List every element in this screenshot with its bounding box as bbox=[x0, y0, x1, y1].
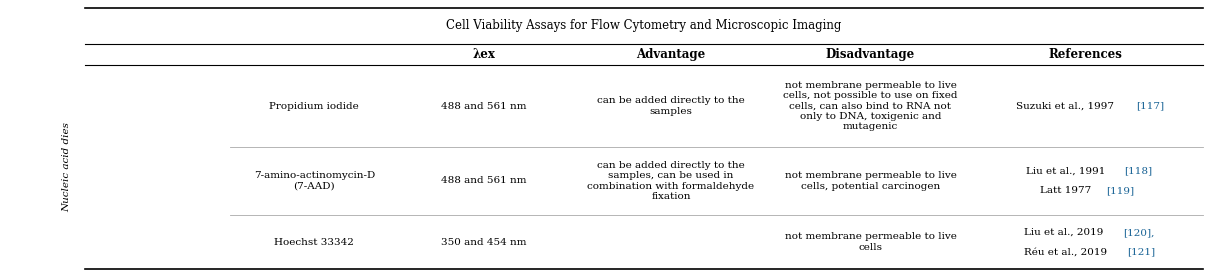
Text: not membrane permeable to live
cells, not possible to use on fixed
cells, can al: not membrane permeable to live cells, no… bbox=[783, 81, 958, 131]
Text: Liu et al., 2019: Liu et al., 2019 bbox=[1024, 228, 1106, 237]
Text: not membrane permeable to live
cells: not membrane permeable to live cells bbox=[785, 232, 956, 252]
Text: Liu et al., 1991: Liu et al., 1991 bbox=[1025, 166, 1109, 176]
Text: Latt 1977: Latt 1977 bbox=[1040, 186, 1094, 195]
Text: [119]: [119] bbox=[1106, 186, 1134, 195]
Text: Disadvantage: Disadvantage bbox=[826, 48, 915, 61]
Text: 488 and 561 nm: 488 and 561 nm bbox=[441, 101, 526, 111]
Text: λex: λex bbox=[473, 48, 494, 61]
Text: Suzuki et al., 1997: Suzuki et al., 1997 bbox=[1017, 101, 1117, 111]
Text: 488 and 561 nm: 488 and 561 nm bbox=[441, 176, 526, 186]
Text: Cell Viability Assays for Flow Cytometry and Microscopic Imaging: Cell Viability Assays for Flow Cytometry… bbox=[446, 19, 841, 32]
Text: [121]: [121] bbox=[1127, 247, 1155, 256]
Text: can be added directly to the
samples, can be used in
combination with formaldehy: can be added directly to the samples, ca… bbox=[588, 161, 754, 201]
Text: 350 and 454 nm: 350 and 454 nm bbox=[441, 237, 526, 247]
Text: Nucleic acid dies: Nucleic acid dies bbox=[62, 122, 71, 212]
Text: can be added directly to the
samples: can be added directly to the samples bbox=[597, 96, 745, 116]
Text: [117]: [117] bbox=[1136, 101, 1164, 111]
Text: Réu et al., 2019: Réu et al., 2019 bbox=[1024, 247, 1110, 256]
Text: [118]: [118] bbox=[1124, 166, 1152, 176]
Text: Hoechst 33342: Hoechst 33342 bbox=[274, 237, 354, 247]
Text: Propidium iodide: Propidium iodide bbox=[270, 101, 359, 111]
Text: not membrane permeable to live
cells, potential carcinogen: not membrane permeable to live cells, po… bbox=[785, 171, 956, 191]
Text: 7-amino-actinomycin-D
(7-AAD): 7-amino-actinomycin-D (7-AAD) bbox=[254, 171, 375, 191]
Text: References: References bbox=[1048, 48, 1122, 61]
Text: Advantage: Advantage bbox=[636, 48, 706, 61]
Text: [120],: [120], bbox=[1123, 228, 1155, 237]
